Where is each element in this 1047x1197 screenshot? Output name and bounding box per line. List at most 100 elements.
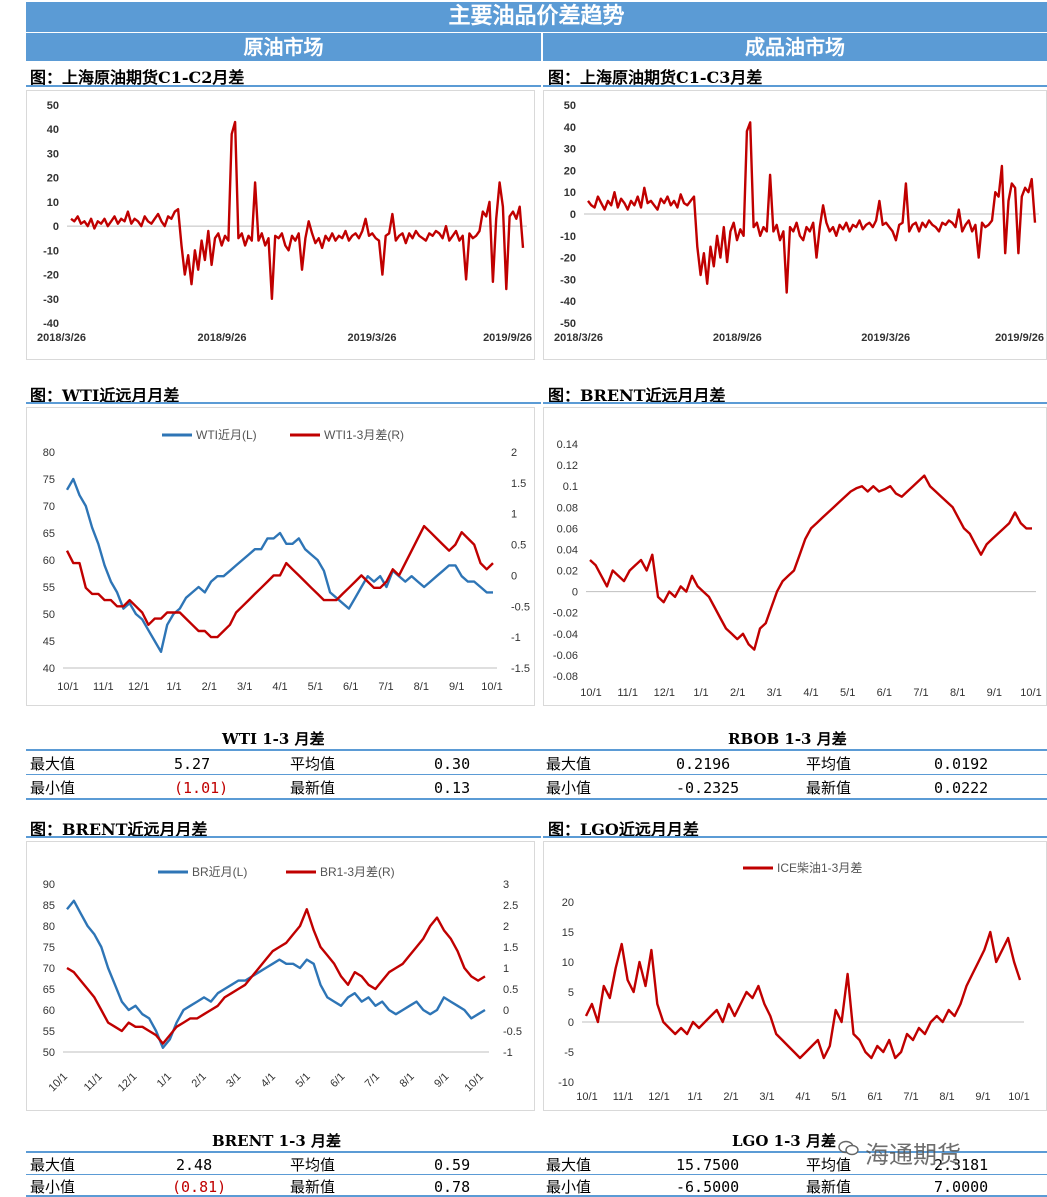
x-tick-label: 9/1 [449,681,464,693]
y-tick-label: -10 [560,231,576,243]
x-tick-label: 11/1 [617,687,638,699]
divider [543,402,1047,404]
watermark: 海通期货 [865,1141,961,1169]
lgo-stats-heading: LGO 1-3 月差 [732,1132,836,1150]
lgo-avg-value: 2.3181 [934,1156,989,1174]
x-tick-label: 2019/9/26 [483,332,532,344]
x-tick-label: 12/1 [654,687,675,699]
divider [543,836,1047,838]
y-tick-label: 50 [564,100,576,112]
x-tick-label: 10/1 [481,681,502,693]
y-tick-label: 0.06 [557,523,578,535]
wti-stats-heading: WTI 1-3 月差 [222,730,325,748]
x-tick-label: 4/1 [259,1071,278,1090]
report-title: 主要油品价差趋势 [26,2,1047,32]
x-tick-label: 10/1 [57,681,78,693]
wti-chart-title: 图：WTI近远月月差 [30,386,180,405]
y-tick-label: 70 [43,963,55,975]
wti-latest-value: 0.13 [434,779,471,797]
y-tick-label: 20 [564,165,576,177]
x-tick-label: 9/1 [975,1091,990,1103]
y-tick-label: -50 [560,318,576,330]
series-line-named [65,524,494,639]
series-line-named [65,477,493,654]
brent-latest-value: 0.78 [434,1178,471,1196]
x-tick-label: 4/1 [795,1091,810,1103]
y-right-tick-label: 1 [503,963,509,975]
x-tick-label: 5/1 [840,687,855,699]
y-tick-label: 50 [43,1047,55,1059]
y-tick-label: 70 [43,501,55,513]
y-tick-label: 65 [43,528,55,540]
brent-chart: 90 85 80 75 70 65 60 55 50 3 2.5 2 1.5 1 0.5 0 -0.5 -1 10/… [26,841,535,1111]
x-tick-label: 11/1 [82,1071,105,1094]
y-right-tick-label: 1.5 [511,478,526,490]
x-tick-label: 7/1 [363,1071,382,1090]
x-tick-label: 12/1 [128,681,149,693]
y-tick-label: 75 [43,942,55,954]
divider [543,85,1047,87]
x-tick-label: 9/1 [987,687,1002,699]
y-tick-label: 55 [43,1026,55,1038]
divider [26,85,541,87]
rbob-latest-label: 最新值 [806,779,852,797]
x-tick-label: 10/1 [1020,687,1041,699]
x-tick-label: 12/1 [648,1091,669,1103]
series-line-main [589,474,1032,651]
y-tick-label: 50 [47,100,59,112]
y-tick-label: 65 [43,984,55,996]
y-tick-label: 10 [47,197,59,209]
brent-avg-label: 平均值 [290,1156,336,1174]
x-tick-label: 3/1 [767,687,782,699]
x-tick-label: 2018/9/26 [198,332,247,344]
x-tick-label: 4/1 [272,681,287,693]
y-tick-label: 45 [43,636,55,648]
x-tick-label: 3/1 [759,1091,774,1103]
y-tick-label: 0.1 [563,481,578,493]
wti-max-value: 5.27 [174,755,211,773]
series-line-named [584,930,1022,1060]
x-tick-label: 2018/3/26 [37,332,86,344]
x-tick-label: 2019/3/26 [861,332,910,344]
y-tick-label: 85 [43,900,55,912]
y-tick-label: -20 [560,253,576,265]
wti-latest-label: 最新值 [290,779,336,797]
brent-min-label: 最小值 [30,1178,76,1196]
y-tick-label: -30 [43,294,59,306]
wti-avg-label: 平均值 [290,755,336,773]
y-tick-label: 90 [43,879,55,891]
crude-market-section-header: 原油市场 [26,33,541,61]
x-tick-label: 1/1 [166,681,181,693]
brent-max-label: 最大值 [30,1156,76,1174]
divider [26,836,541,838]
lgo-min-value: -6.5000 [676,1178,740,1196]
sc12-chart: 50 40 30 20 10 0 -10 -20 -30 -40 2018/3/26 2018/9/2… [26,90,535,360]
y-tick-label: 0.12 [557,460,578,472]
wechat-icon [838,1140,859,1156]
y-tick-label: 60 [43,1005,55,1017]
lgo-latest-value: 7.0000 [934,1178,989,1196]
x-tick-label: 3/1 [237,681,252,693]
x-tick-label: 6/1 [328,1071,347,1090]
x-tick-label: 2019/3/26 [348,332,397,344]
legend-label: ICE柴油1-3月差 [777,861,862,875]
y-tick-label: -10 [43,245,59,257]
sc13-chart-title: 图：上海原油期货C1-C3月差 [548,68,763,87]
x-tick-label: 8/1 [950,687,965,699]
rbob-stats-heading: RBOB 1-3 月差 [728,730,847,748]
sc13-chart: 50 40 30 20 10 0 -10 -20 -30 -40 -50 2018/3/26 2018/… [543,90,1047,360]
y-tick-label: -40 [560,296,576,308]
wti-min-value: (1.01) [174,779,229,797]
legend-label: WTI近月(L) [196,428,257,442]
x-tick-label: 2/1 [202,681,217,693]
sc12-chart-title: 图：上海原油期货C1-C2月差 [30,68,245,87]
rbob-avg-label: 平均值 [806,755,852,773]
y-tick-label: 75 [43,474,55,486]
x-tick-label: 10/1 [46,1071,70,1095]
x-tick-label: 6/1 [867,1091,882,1103]
y-right-tick-label: -1.5 [511,663,530,675]
legend-label: BR近月(L) [192,865,247,879]
x-tick-label: 2019/9/26 [995,332,1044,344]
y-tick-label: 20 [47,173,59,185]
series-line-named [66,907,486,1045]
